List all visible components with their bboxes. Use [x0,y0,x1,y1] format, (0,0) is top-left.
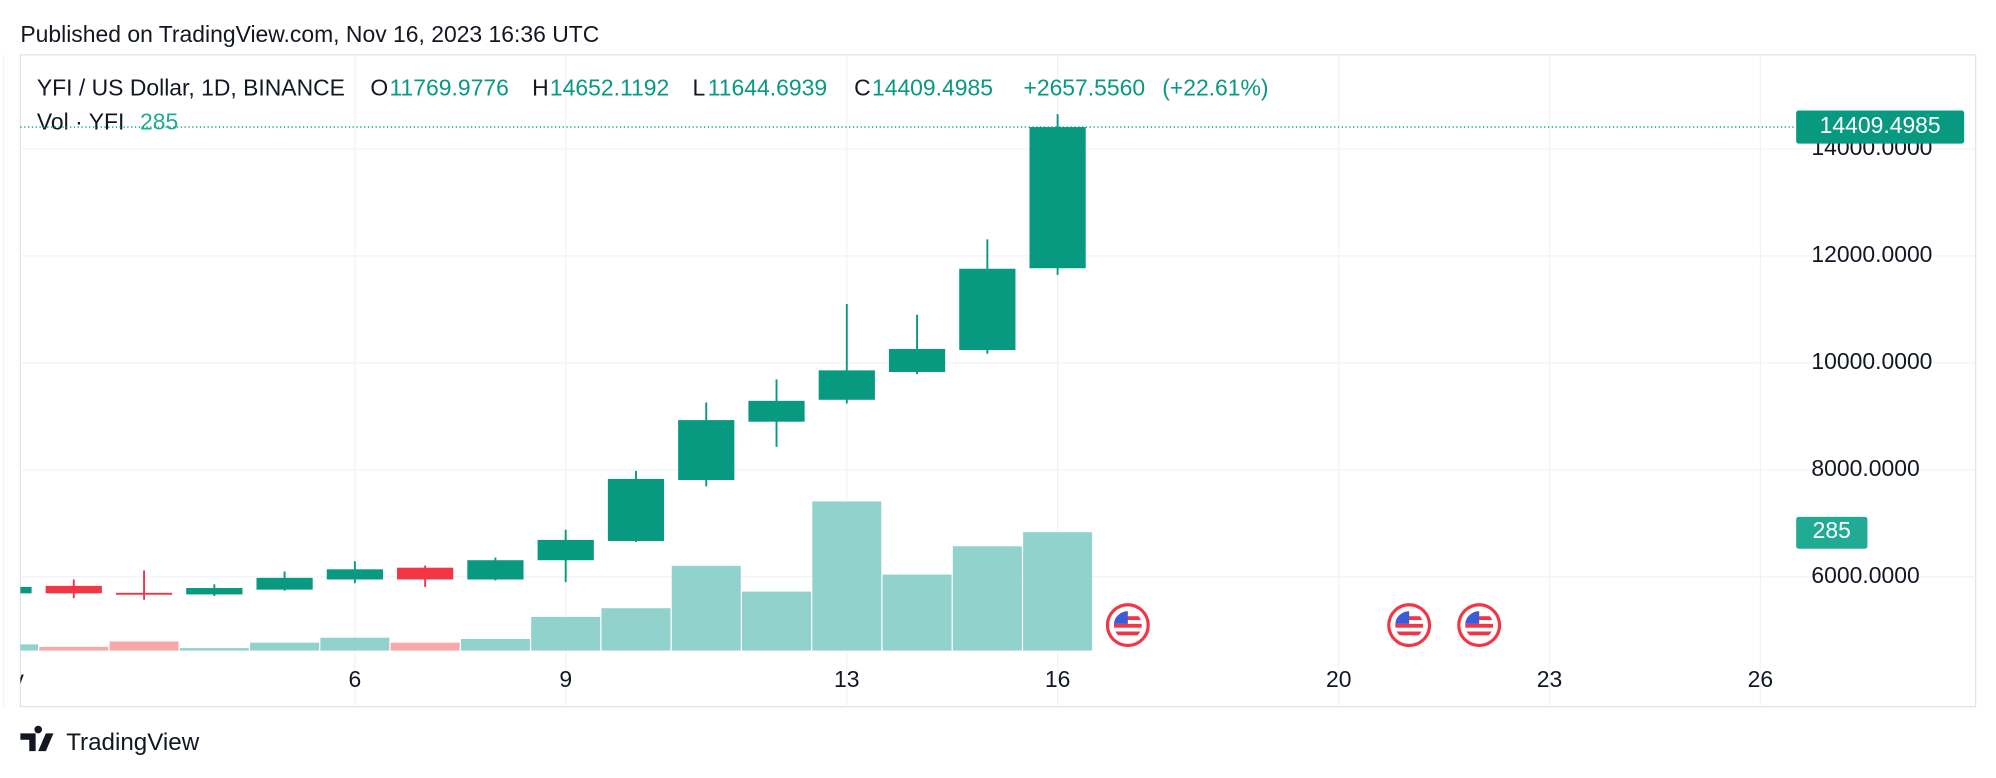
symbol-title: YFI / US Dollar, 1D, BINANCE [37,74,345,100]
candle-body [115,592,173,595]
volume-legend-name: Vol · YFI [37,109,124,135]
ohlc-letter: H [532,74,549,100]
y-tick-label: 8000.0000 [1811,455,1919,481]
volume-bar [882,574,952,651]
x-tick-label: 16 [1045,666,1070,692]
us-flag-icon [1387,603,1432,648]
candle-body [537,539,594,561]
x-tick-label: 26 [1748,666,1773,692]
volume-bar [531,616,601,651]
candle-body [256,577,313,590]
x-tick-label: 23 [1537,666,1562,692]
change-value: +2657.5560 [1023,74,1145,100]
volume-bar [601,608,671,651]
chart-frame [19,54,1977,708]
ohlc-value: 14409.4985 [872,74,993,100]
ohlc-letter: C [854,74,871,100]
x-tick-label: 6 [348,666,361,692]
volume-bar [1023,532,1093,651]
volume-bar [460,638,530,651]
candle-body [326,569,383,580]
volume-bar [250,642,320,651]
last-price-badge [1796,110,1965,144]
volume-bar [20,644,39,651]
candle-body [818,370,875,400]
candle-body [678,420,735,480]
event-flags [1105,603,1502,648]
candle-body [1029,127,1086,269]
volume-badge [1796,516,1868,549]
x-tick-label: 13 [834,666,859,692]
ohlc-letter: L [692,74,705,100]
ohlc-value: 11644.6939 [708,74,827,100]
last-price-label: 14409.4985 [1820,112,1941,138]
axes: 6000.00008000.000010000.000012000.000014… [1811,134,1932,588]
volume-bar [390,642,460,651]
change-percent: (+22.61%) [1162,74,1268,100]
footer: TradingView [20,725,200,756]
volume-bar [952,546,1022,651]
brand-name: TradingView [66,729,200,756]
candle-body [45,585,102,594]
candle-body [607,478,665,541]
volume-bar [812,501,882,651]
candle-body [888,348,946,372]
candle-body [397,567,454,580]
ohlc-value: 11769.9776 [390,74,509,100]
y-tick-label: 10000.0000 [1811,348,1932,374]
x-tick-label: Nov [0,666,24,692]
us-flag-icon [1105,603,1150,648]
candle-body [186,588,243,595]
volume-bar [109,641,179,651]
x-tick-label: 20 [1326,666,1351,692]
ohlc-value: 14652.1192 [550,74,669,100]
ohlc-letter: O [370,74,388,100]
candle-body [748,400,805,422]
published-note: Published on TradingView.com, Nov 16, 20… [20,21,599,47]
volume-bar [320,637,390,651]
y-tick-label: 6000.0000 [1811,562,1919,588]
legend: YFI / US Dollar, 1D, BINANCE O 11769.977… [37,74,1269,134]
candle-body [20,586,32,594]
us-flag-icon [1457,603,1502,648]
candle-body [467,560,524,580]
plot-area [20,114,1093,651]
volume-bar [39,646,109,651]
y-tick-label: 12000.0000 [1811,241,1932,267]
candle-body [959,268,1016,351]
brand-logo [20,725,54,752]
volume-bar [742,591,812,651]
x-tick-label: 9 [559,666,572,692]
volume-bar [671,565,741,651]
volume-label: 285 [1813,517,1851,543]
volume-bar [179,648,249,651]
volume-legend-value: 285 [140,109,178,135]
x-axis: Nov 6 9 13 16 20 23 26 [0,666,1773,692]
